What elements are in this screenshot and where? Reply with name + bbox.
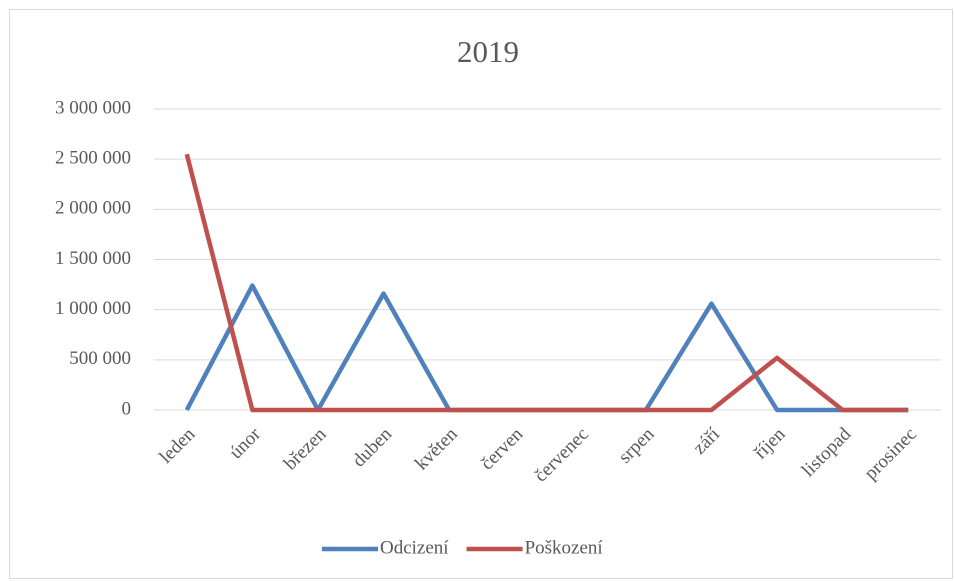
y-tick-label: 2 500 000 bbox=[55, 148, 131, 169]
y-tick-label: 1 500 000 bbox=[55, 248, 131, 269]
y-tick-label: 1 000 000 bbox=[55, 298, 131, 319]
y-tick-label: 0 bbox=[122, 398, 132, 419]
y-tick-label: 3 000 000 bbox=[55, 97, 131, 118]
y-tick-label: 2 000 000 bbox=[55, 198, 131, 219]
chart-title: 2019 bbox=[457, 34, 519, 69]
legend-label: Poškození bbox=[525, 537, 604, 558]
line-series bbox=[184, 153, 909, 413]
chart-border bbox=[9, 9, 953, 579]
y-tick-label: 500 000 bbox=[69, 348, 131, 369]
legend-label: Odcizení bbox=[380, 537, 449, 558]
